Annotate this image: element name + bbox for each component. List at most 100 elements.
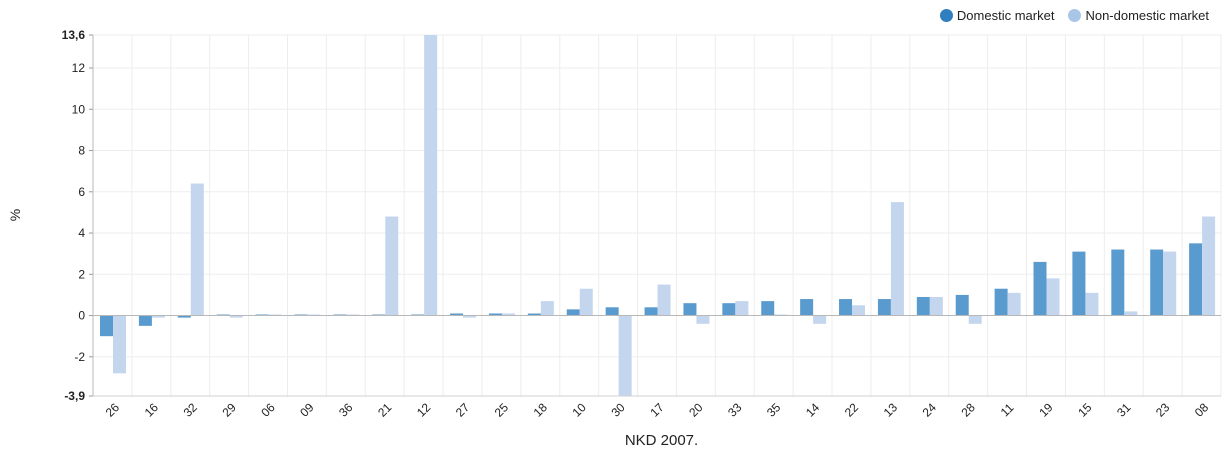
- bar-non-domestic: [813, 315, 827, 324]
- bar-non-domestic: [579, 288, 593, 316]
- x-tick-label: 09: [297, 400, 317, 420]
- bar-domestic: [722, 303, 736, 316]
- y-tick-label: 2: [78, 267, 85, 281]
- bar-non-domestic: [696, 315, 710, 324]
- x-tick-label: 08: [1192, 400, 1212, 420]
- bar-domestic: [450, 313, 464, 316]
- x-tick-label: 26: [103, 400, 123, 420]
- x-tick-label: 23: [1153, 400, 1173, 420]
- x-tick-label: 25: [492, 400, 512, 420]
- bar-non-domestic: [1046, 278, 1060, 316]
- x-tick-label: 32: [181, 400, 201, 420]
- bar-domestic: [333, 314, 347, 316]
- bar-domestic: [605, 307, 619, 316]
- legend-swatch-non-domestic: [1068, 9, 1082, 22]
- legend-label-non-domestic: Non-domestic market: [1085, 8, 1209, 23]
- bar-domestic: [877, 299, 891, 316]
- bar-non-domestic: [1007, 292, 1021, 316]
- y-tick-label: 13,6: [62, 28, 86, 42]
- bar-domestic: [372, 314, 386, 316]
- legend-swatch-domestic: [939, 9, 953, 22]
- bar-non-domestic: [151, 315, 165, 318]
- y-tick-label: -2: [74, 350, 85, 364]
- bar-non-domestic: [307, 314, 321, 316]
- bar-non-domestic: [1124, 311, 1138, 316]
- bar-non-domestic: [229, 315, 243, 318]
- legend-item-domestic[interactable]: Domestic market: [939, 8, 1054, 23]
- x-tick-label: 19: [1036, 400, 1056, 420]
- bar-non-domestic: [735, 301, 749, 316]
- y-tick-label: 12: [72, 61, 86, 75]
- x-tick-label: 21: [375, 400, 395, 420]
- x-tick-label: 29: [219, 400, 239, 420]
- bar-domestic: [566, 309, 580, 316]
- bar-non-domestic: [268, 314, 282, 316]
- bar-non-domestic: [501, 313, 515, 316]
- x-tick-label: 24: [920, 400, 940, 420]
- bar-domestic: [1150, 249, 1164, 316]
- bar-non-domestic: [890, 202, 904, 316]
- bar-domestic: [800, 299, 814, 316]
- bar-domestic: [994, 288, 1008, 316]
- x-tick-label: 14: [803, 400, 823, 420]
- x-tick-label: 27: [453, 400, 473, 420]
- bar-domestic: [138, 315, 152, 326]
- x-tick-label: 13: [881, 400, 901, 420]
- x-tick-label: 33: [725, 400, 745, 420]
- x-tick-label: 06: [258, 400, 278, 420]
- x-tick-label: 35: [764, 400, 784, 420]
- bar-non-domestic: [657, 284, 671, 316]
- x-tick-label: 20: [686, 400, 706, 420]
- bar-non-domestic: [424, 35, 438, 316]
- y-tick-label: 0: [78, 309, 85, 323]
- bar-non-domestic: [113, 315, 126, 374]
- x-tick-label: 16: [142, 400, 162, 420]
- x-tick-label: 15: [1075, 400, 1095, 420]
- bar-domestic: [644, 307, 658, 316]
- bar-domestic: [1072, 251, 1086, 316]
- bar-domestic: [100, 315, 113, 337]
- bar-domestic: [411, 314, 425, 316]
- x-tick-label: 30: [608, 400, 628, 420]
- bar-domestic: [294, 314, 308, 316]
- bar-non-domestic: [346, 314, 360, 316]
- bar-non-domestic: [385, 216, 399, 316]
- y-tick-label: 10: [72, 102, 86, 116]
- bar-domestic: [839, 299, 853, 316]
- x-tick-label: 31: [1114, 400, 1134, 420]
- bar-domestic: [955, 294, 969, 316]
- bar-non-domestic: [1163, 251, 1177, 316]
- bar-non-domestic: [1085, 292, 1099, 316]
- bar-non-domestic: [190, 183, 204, 316]
- legend-item-non-domestic[interactable]: Non-domestic market: [1068, 8, 1209, 23]
- x-tick-label: 12: [414, 400, 434, 420]
- y-tick-label: -3,9: [64, 389, 85, 403]
- y-tick-label: 6: [78, 185, 85, 199]
- x-tick-label: 36: [336, 400, 356, 420]
- x-tick-label: 10: [570, 400, 590, 420]
- bar-non-domestic: [929, 296, 943, 316]
- bar-domestic: [177, 315, 191, 318]
- y-tick-label: 4: [78, 226, 85, 240]
- x-tick-label: 22: [842, 400, 862, 420]
- x-axis-title: NKD 2007.: [624, 432, 699, 449]
- bar-domestic: [255, 314, 269, 316]
- bar-non-domestic: [463, 315, 477, 318]
- bar-domestic: [488, 313, 502, 316]
- bar-non-domestic: [618, 315, 632, 396]
- bar-non-domestic: [968, 315, 982, 324]
- legend: Domestic market Non-domestic market: [939, 8, 1209, 23]
- bar-non-domestic: [852, 305, 866, 316]
- bar-domestic: [1111, 249, 1125, 316]
- bar-non-domestic: [1202, 216, 1216, 316]
- bar-domestic: [527, 313, 541, 316]
- bar-domestic: [761, 301, 775, 316]
- x-tick-label: 18: [531, 400, 551, 420]
- bar-non-domestic: [540, 301, 554, 316]
- bar-domestic: [916, 296, 930, 316]
- bar-domestic: [216, 314, 230, 316]
- x-tick-label: 11: [998, 400, 1017, 419]
- bar-domestic: [683, 303, 697, 316]
- x-tick-label: 28: [958, 400, 978, 420]
